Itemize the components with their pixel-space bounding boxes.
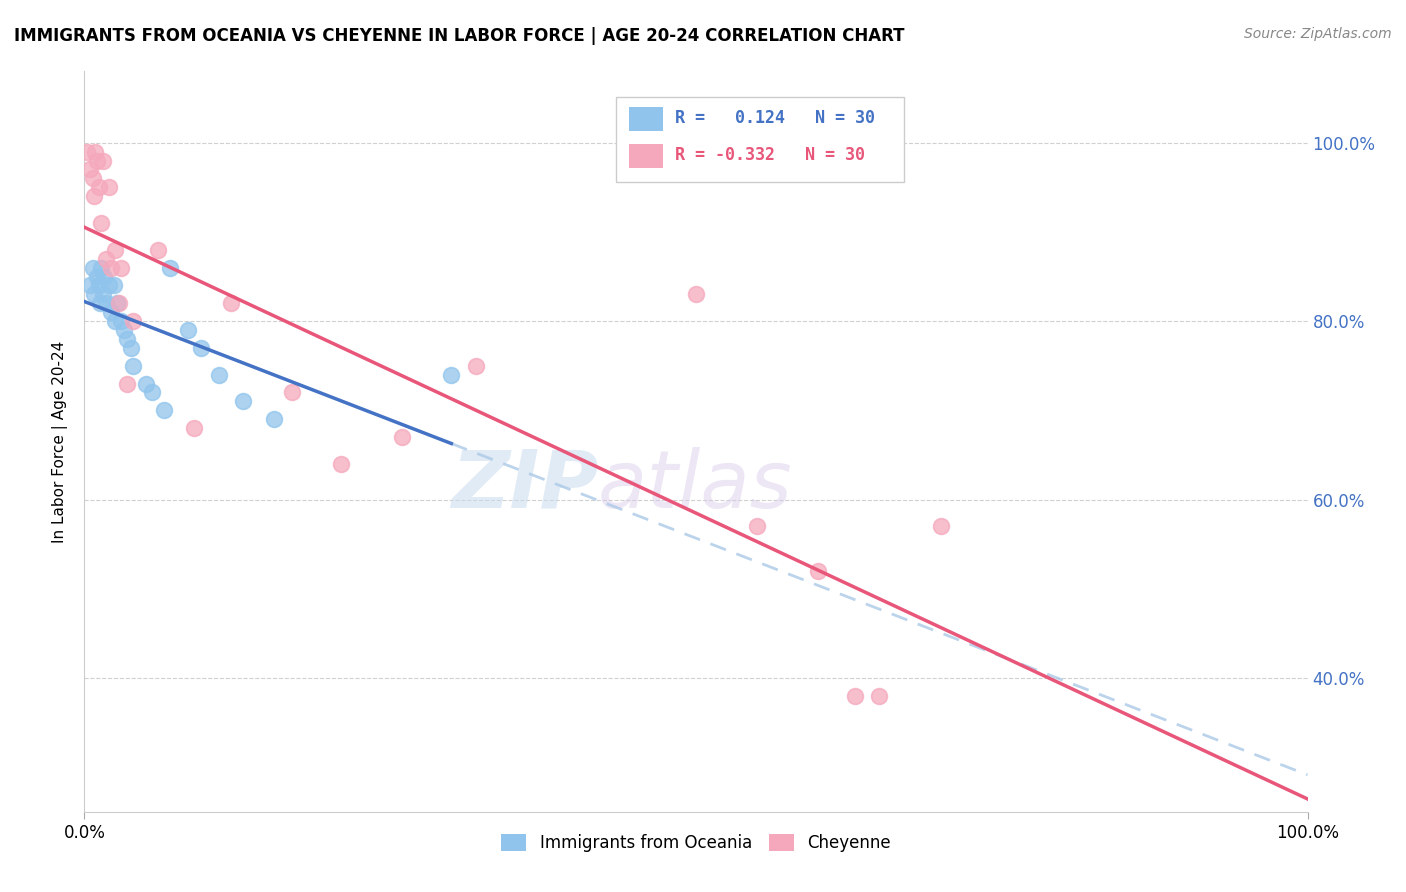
Point <box>112 323 135 337</box>
Point <box>869 689 891 703</box>
Point <box>82 171 104 186</box>
Text: R =   0.124   N = 30: R = 0.124 N = 30 <box>675 109 875 127</box>
Point <box>153 403 176 417</box>
Point <box>115 376 138 391</box>
FancyBboxPatch shape <box>628 144 664 168</box>
Point <box>807 564 830 578</box>
Point <box>89 296 111 310</box>
Point <box>86 269 108 284</box>
Point <box>100 260 122 275</box>
Point <box>115 332 138 346</box>
Point <box>96 252 118 266</box>
Point <box>391 430 413 444</box>
Point <box>190 341 212 355</box>
FancyBboxPatch shape <box>616 97 904 183</box>
Point <box>83 287 105 301</box>
Text: atlas: atlas <box>598 447 793 525</box>
Point <box>84 145 107 159</box>
Point <box>83 189 105 203</box>
Point <box>208 368 231 382</box>
Point <box>110 314 132 328</box>
Y-axis label: In Labor Force | Age 20-24: In Labor Force | Age 20-24 <box>52 341 69 542</box>
Point <box>232 394 254 409</box>
Text: IMMIGRANTS FROM OCEANIA VS CHEYENNE IN LABOR FORCE | AGE 20-24 CORRELATION CHART: IMMIGRANTS FROM OCEANIA VS CHEYENNE IN L… <box>14 27 904 45</box>
Point <box>146 243 169 257</box>
Point <box>263 412 285 426</box>
Point <box>100 305 122 319</box>
Point <box>183 421 205 435</box>
Point <box>141 385 163 400</box>
Legend: Immigrants from Oceania, Cheyenne: Immigrants from Oceania, Cheyenne <box>495 828 897 859</box>
Point <box>177 323 200 337</box>
Point <box>159 260 181 275</box>
Point <box>330 457 353 471</box>
Point <box>122 359 145 373</box>
FancyBboxPatch shape <box>628 107 664 130</box>
Point <box>105 296 128 310</box>
Point <box>93 269 115 284</box>
Point <box>86 153 108 168</box>
Point <box>76 145 98 159</box>
Point <box>219 296 242 310</box>
Point <box>135 376 157 391</box>
Point <box>97 278 120 293</box>
Point <box>87 180 110 194</box>
Point <box>464 359 486 373</box>
Point <box>91 153 114 168</box>
Point <box>929 519 952 533</box>
Point <box>281 385 304 400</box>
Text: ZIP: ZIP <box>451 447 598 525</box>
Point <box>104 314 127 328</box>
Point <box>122 314 145 328</box>
Point <box>747 519 769 533</box>
Point <box>107 296 129 310</box>
Text: Source: ZipAtlas.com: Source: ZipAtlas.com <box>1244 27 1392 41</box>
Point <box>685 287 707 301</box>
Point <box>110 260 132 275</box>
Point <box>97 180 120 194</box>
Point <box>87 278 110 293</box>
Point <box>82 260 104 275</box>
Point <box>120 341 142 355</box>
Point <box>90 260 112 275</box>
Point <box>91 287 114 301</box>
Point <box>844 689 866 703</box>
Point <box>103 278 125 293</box>
Point <box>440 368 463 382</box>
Point <box>90 216 112 230</box>
Point <box>79 278 101 293</box>
Point <box>96 296 118 310</box>
Text: R = -0.332   N = 30: R = -0.332 N = 30 <box>675 146 865 164</box>
Point <box>104 243 127 257</box>
Point <box>79 162 101 177</box>
